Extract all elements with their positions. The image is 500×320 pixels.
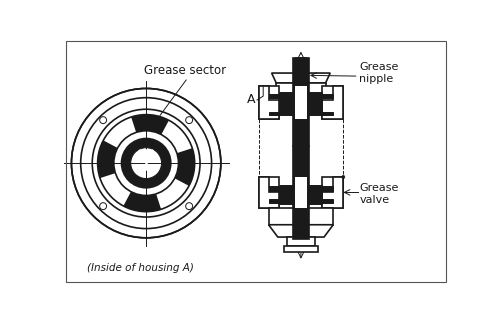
Polygon shape	[290, 92, 312, 116]
Polygon shape	[322, 86, 344, 119]
Polygon shape	[258, 86, 280, 119]
Polygon shape	[258, 177, 280, 208]
Wedge shape	[156, 178, 190, 211]
Text: (Inside of housing A): (Inside of housing A)	[86, 263, 194, 273]
Polygon shape	[268, 198, 280, 203]
Polygon shape	[322, 86, 344, 119]
Polygon shape	[284, 246, 318, 252]
Polygon shape	[322, 112, 333, 116]
Polygon shape	[312, 185, 322, 204]
Wedge shape	[102, 116, 136, 149]
Text: Grease sector: Grease sector	[144, 64, 226, 77]
Polygon shape	[272, 73, 330, 83]
Wedge shape	[98, 115, 194, 212]
Polygon shape	[258, 86, 280, 119]
Polygon shape	[280, 92, 322, 116]
Text: Grease
nipple: Grease nipple	[360, 62, 399, 84]
Polygon shape	[268, 112, 280, 116]
Wedge shape	[98, 173, 132, 207]
Polygon shape	[293, 146, 308, 239]
Wedge shape	[80, 98, 212, 228]
Wedge shape	[160, 119, 194, 154]
Polygon shape	[322, 177, 344, 208]
Polygon shape	[276, 83, 326, 94]
Polygon shape	[268, 208, 333, 225]
Polygon shape	[296, 58, 306, 73]
Circle shape	[100, 117, 106, 124]
Polygon shape	[312, 92, 322, 116]
Polygon shape	[322, 186, 333, 191]
Text: Grease
valve: Grease valve	[360, 183, 399, 205]
Polygon shape	[268, 186, 280, 191]
Polygon shape	[258, 177, 280, 208]
Circle shape	[186, 117, 192, 124]
Polygon shape	[268, 225, 333, 237]
Polygon shape	[280, 92, 289, 116]
Circle shape	[130, 148, 162, 179]
Text: A: A	[247, 93, 256, 107]
Circle shape	[186, 203, 192, 210]
Polygon shape	[290, 185, 312, 204]
Polygon shape	[280, 185, 322, 204]
Circle shape	[303, 75, 306, 78]
Polygon shape	[296, 72, 306, 77]
Circle shape	[100, 203, 106, 210]
Polygon shape	[322, 94, 333, 98]
Polygon shape	[268, 94, 280, 98]
Polygon shape	[322, 177, 344, 208]
Circle shape	[72, 88, 221, 238]
Polygon shape	[295, 86, 307, 119]
Circle shape	[122, 139, 171, 188]
Polygon shape	[287, 237, 315, 246]
Polygon shape	[322, 198, 333, 203]
Polygon shape	[295, 177, 307, 208]
Polygon shape	[293, 58, 308, 146]
Polygon shape	[280, 185, 289, 204]
Circle shape	[342, 175, 345, 179]
